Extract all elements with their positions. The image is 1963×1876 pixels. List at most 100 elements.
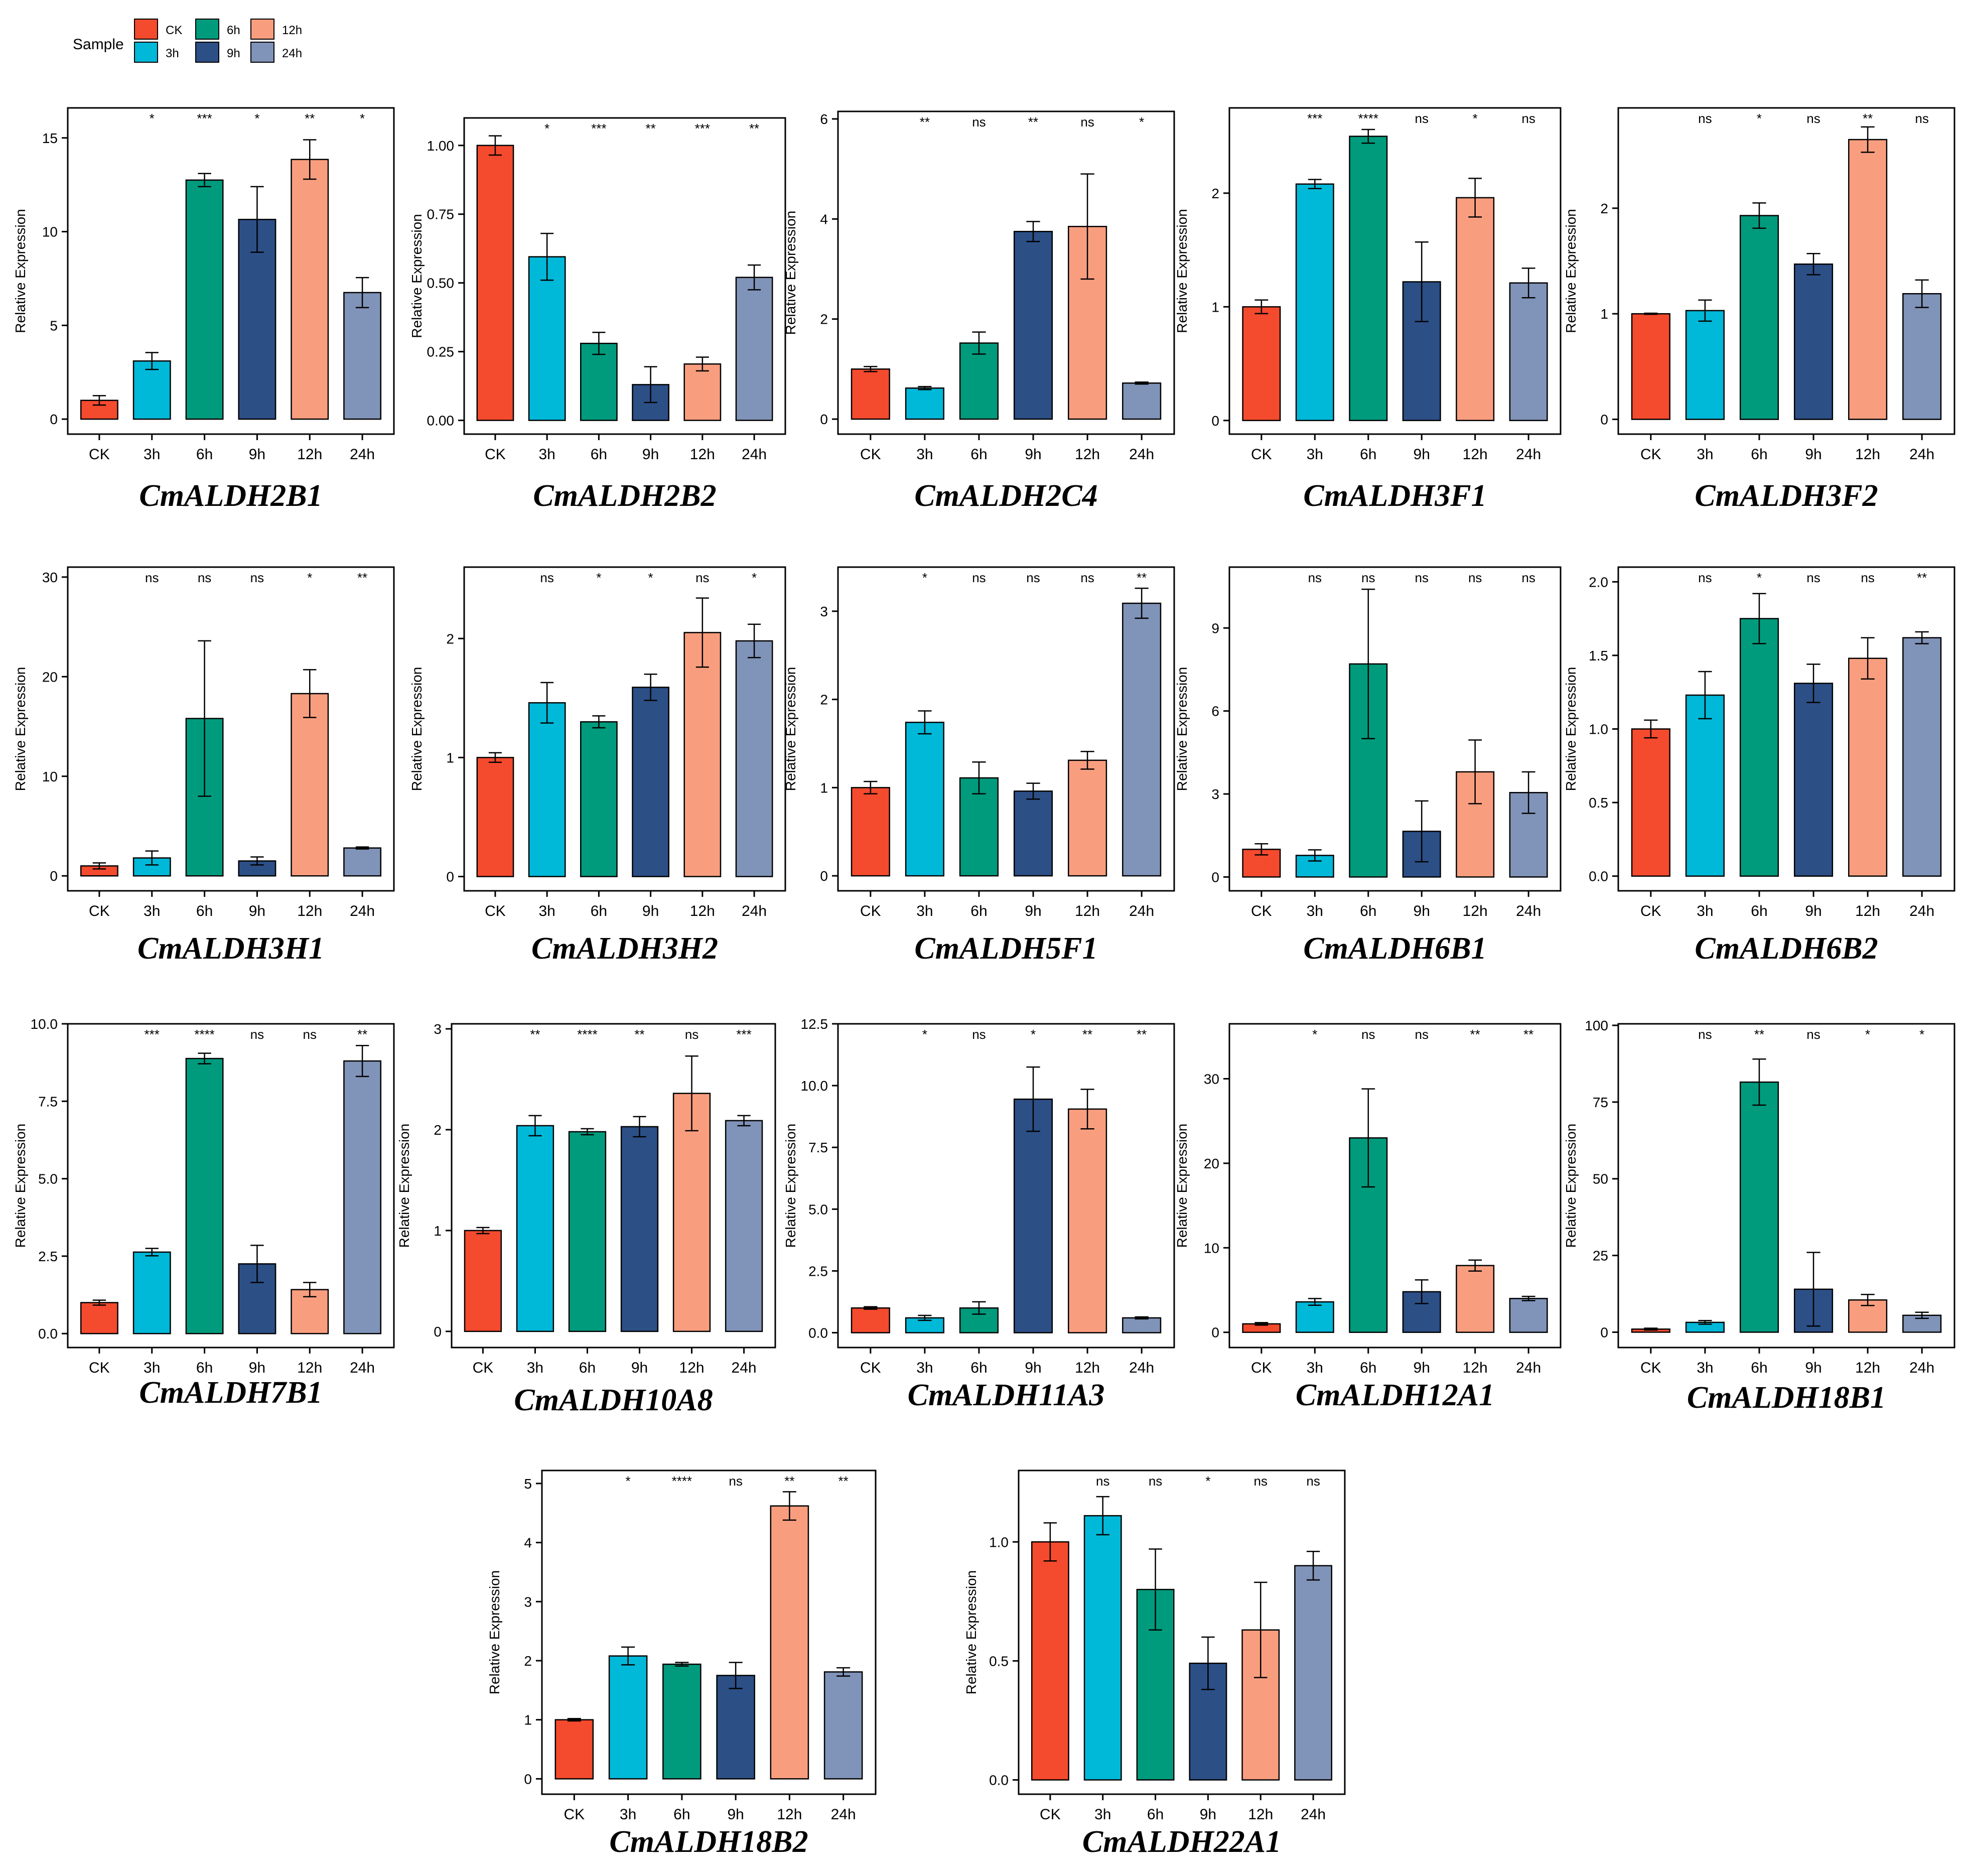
y-tick-label: 0.25	[427, 344, 455, 360]
x-tick-label-24h: 24h	[1516, 1360, 1541, 1376]
y-tick-label: 2	[434, 1122, 442, 1138]
legend: Sample CK 3h 6h 9h 12h 24h	[73, 19, 302, 63]
bar-24h	[1902, 293, 1942, 420]
significance-label: *	[596, 570, 601, 585]
bar-6h	[1739, 1081, 1779, 1333]
x-tick-label-12h: 12h	[1463, 1360, 1488, 1376]
significance-label: ns	[1468, 570, 1482, 585]
y-tick-label: 0	[434, 1324, 442, 1339]
x-tick-label-3h: 3h	[527, 1360, 543, 1376]
x-tick-label-24h: 24h	[1301, 1806, 1326, 1823]
y-tick-label: 0	[1600, 1324, 1608, 1340]
y-tick-label: 0.5	[989, 1653, 1009, 1669]
y-tick-label: 1.0	[1589, 722, 1608, 737]
x-tick-label-ck: CK	[89, 903, 110, 919]
significance-label: **	[634, 1027, 644, 1042]
legend-label-24h: 24h	[282, 47, 302, 60]
chart-title: CmALDH10A8	[514, 1383, 713, 1417]
y-tick-label: 20	[42, 669, 58, 685]
bar-3h	[1295, 1301, 1334, 1333]
y-tick-label: 0	[50, 868, 58, 884]
bar-12h	[1456, 197, 1495, 422]
bar-24h	[1509, 1298, 1548, 1333]
chart-title: CmALDH3F1	[1303, 479, 1486, 513]
y-tick-label: 3	[820, 604, 828, 619]
bar-24h	[1509, 282, 1548, 422]
x-tick-label-3h: 3h	[1697, 446, 1713, 463]
bar-24h	[343, 847, 382, 877]
significance-label: ns	[695, 570, 709, 585]
x-tick-label-3h: 3h	[916, 1360, 933, 1376]
y-tick-label: 7.5	[808, 1140, 828, 1155]
bar-24h	[735, 640, 773, 877]
y-tick-label: 2.5	[38, 1249, 58, 1264]
bar-12h	[1848, 139, 1888, 420]
x-tick-label-6h: 6h	[1360, 446, 1376, 463]
y-tick-label: 1.5	[1589, 648, 1608, 663]
x-tick-label-12h: 12h	[1855, 446, 1880, 463]
bar-ck	[554, 1719, 594, 1780]
y-tick-label: 0.0	[1589, 869, 1608, 884]
significance-label: *	[1139, 114, 1144, 129]
y-tick-label: 1	[820, 780, 828, 795]
bar-ck	[851, 787, 890, 877]
y-tick-label: 0.75	[427, 207, 455, 222]
legend-label-3h: 3h	[166, 47, 179, 60]
significance-label: *	[648, 570, 653, 585]
x-tick-label-6h: 6h	[970, 903, 987, 919]
significance-label: **	[1470, 1027, 1480, 1042]
chart-cmaldh3h1: 0 10 20 30 Relative Expression CK 3h ns 6h ns 9h ns…	[13, 566, 395, 966]
bar-3h	[528, 256, 566, 421]
y-tick-label: 0	[820, 412, 828, 427]
plot-frame	[837, 1023, 1175, 1349]
y-tick-label: 0	[524, 1771, 532, 1787]
significance-label: ns	[145, 570, 159, 585]
significance-label: **	[920, 114, 930, 129]
chart-cmaldh7b1: 0.0 2.5 5.0 7.5 10.0 Relative Expression CK 3h *…	[13, 1016, 395, 1410]
significance-label: **	[1863, 111, 1873, 126]
legend-swatch-3h	[134, 42, 158, 63]
bar-ck	[1242, 306, 1281, 422]
plot-frame	[837, 566, 1175, 892]
significance-label: *	[254, 111, 259, 126]
x-tick-label-12h: 12h	[297, 446, 322, 463]
y-tick-label: 0	[50, 412, 58, 427]
significance-label: *	[1757, 111, 1762, 126]
legend-title: Sample	[73, 36, 124, 53]
y-axis-label: Relative Expression	[1174, 1124, 1190, 1248]
y-tick-label: 10	[42, 224, 58, 240]
significance-label: ****	[672, 1473, 692, 1489]
y-tick-label: 0	[1211, 413, 1219, 429]
legend-label-9h: 9h	[227, 47, 240, 60]
x-tick-label-12h: 12h	[690, 903, 715, 919]
y-axis-label: Relative Expression	[783, 667, 798, 791]
x-tick-label-ck: CK	[485, 903, 506, 919]
x-tick-label-6h: 6h	[970, 1360, 987, 1376]
y-axis-label: Relative Expression	[783, 211, 798, 335]
plot-frame	[1018, 1469, 1346, 1795]
plot-frame	[463, 117, 786, 435]
y-tick-label: 4	[524, 1535, 532, 1551]
bar-12h	[1068, 1108, 1107, 1333]
x-tick-label-12h: 12h	[1075, 903, 1100, 919]
y-axis-label: Relative Expression	[1563, 667, 1579, 791]
significance-label: **	[645, 121, 655, 136]
x-tick-label-24h: 24h	[1516, 446, 1541, 463]
chart-title: CmALDH22A1	[1082, 1825, 1281, 1859]
x-tick-label-24h: 24h	[1129, 446, 1154, 463]
x-tick-label-6h: 6h	[673, 1806, 690, 1823]
significance-label: *	[752, 570, 757, 585]
y-tick-label: 9	[1211, 620, 1219, 636]
chart-cmaldh12a1: 0 10 20 30 Relative Expression CK 3h * 6h ns 9h ns 1…	[1174, 1023, 1562, 1412]
x-tick-label-6h: 6h	[1751, 1360, 1767, 1376]
chart-cmaldh3h2: 0 1 2 Relative Expression CK 3h ns 6h * 9h * 12h ns 2…	[409, 566, 786, 966]
x-tick-label-24h: 24h	[1129, 1360, 1154, 1376]
y-axis-label: Relative Expression	[396, 1124, 412, 1248]
significance-label: ns	[972, 114, 986, 129]
y-tick-label: 5.0	[38, 1171, 58, 1187]
chart-title: CmALDH6B1	[1303, 931, 1486, 966]
y-tick-label: 10.0	[801, 1078, 828, 1094]
significance-label: **	[530, 1027, 540, 1042]
